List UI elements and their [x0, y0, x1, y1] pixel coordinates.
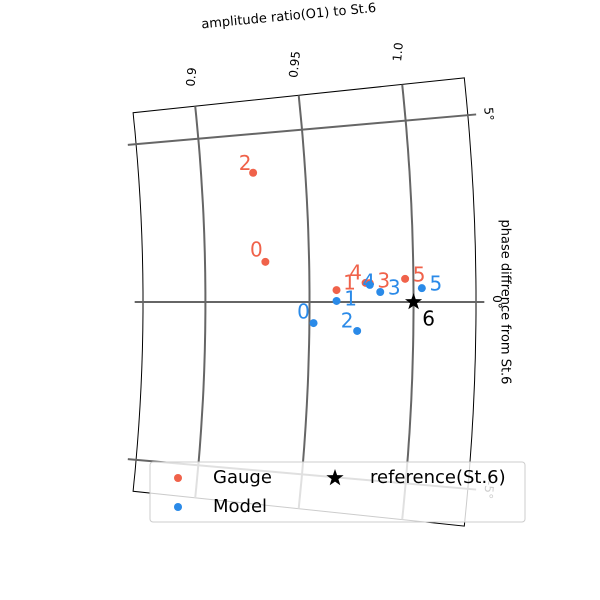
point-label: 5 — [413, 262, 426, 286]
r-tick-label: 0.95 — [286, 50, 303, 78]
data-point — [376, 287, 385, 296]
data-point — [332, 286, 341, 295]
data-point — [401, 274, 410, 283]
data-point — [249, 168, 258, 177]
point-label: 0 — [297, 300, 310, 324]
x-axis-label: amplitude ratio(O1) to St.6 — [201, 1, 377, 32]
data-point — [309, 319, 318, 328]
point-label: 3 — [377, 269, 390, 293]
y-axis-label: phase diffrence from St.6 — [498, 220, 513, 385]
data-point — [261, 257, 270, 266]
point-label: 2 — [341, 308, 354, 332]
grid-line — [127, 113, 477, 146]
legend-label: Gauge — [213, 467, 272, 488]
point-label: 1 — [344, 286, 357, 310]
point-label: 1 — [343, 271, 356, 295]
legend-label: Model — [213, 496, 267, 517]
point-label: 4 — [362, 269, 375, 293]
point-label: 0 — [250, 237, 263, 261]
reference-point — [405, 293, 423, 310]
data-point — [332, 296, 341, 305]
legend-marker — [326, 469, 344, 486]
point-label: 2 — [239, 151, 252, 175]
theta-tick-label: 0° — [490, 295, 504, 309]
legend-marker — [174, 503, 182, 511]
data-point — [417, 284, 426, 293]
legend: Gauge Model reference(St.6) — [149, 461, 526, 523]
r-tick-label: 1.0 — [390, 42, 406, 62]
point-label: 5 — [429, 272, 442, 296]
theta-tick-label: 5° — [481, 107, 496, 122]
point-label: 4 — [349, 260, 362, 284]
data-point — [353, 326, 362, 335]
r-tick-label: 0.9 — [183, 67, 199, 87]
legend-marker — [174, 474, 182, 482]
legend-label: reference(St.6) — [370, 467, 506, 488]
point-label: 6 — [422, 307, 435, 331]
data-point — [365, 280, 374, 289]
point-label: 3 — [388, 275, 401, 299]
legend-box — [149, 461, 526, 523]
